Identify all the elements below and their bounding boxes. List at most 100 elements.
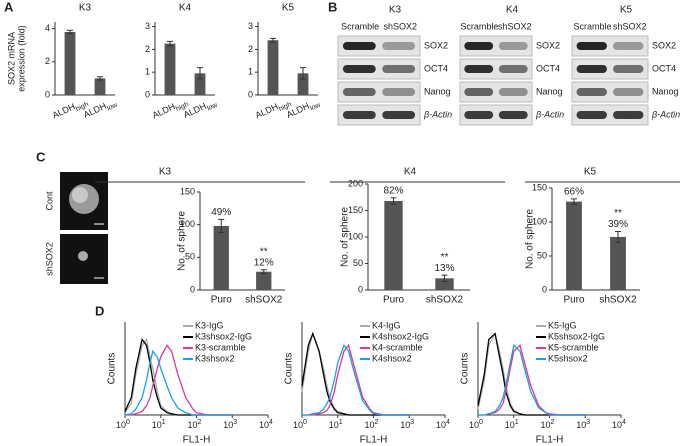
x-tick-label: 104 [436,419,450,431]
significance: ** [260,246,268,257]
x-axis-label: FL1-H [183,435,211,446]
error-bar [441,274,448,283]
blot-band [576,42,607,50]
y-tick-label: 150 [180,186,195,196]
blot-strip [337,35,421,57]
x-tick-label: 100 [116,419,130,431]
blot-band [576,111,607,119]
x-tick-label: 103 [223,419,237,431]
category-subscript: high [175,101,190,113]
category-subscript: high [278,101,293,113]
y-axis-label: SOX2 mRNA [6,32,16,85]
tick-base: 10 [152,420,162,430]
legend-label: K3shsox2-IgG [195,331,252,341]
x-tick-label: shSOX2 [245,295,283,306]
chart-title: K5 [584,167,597,178]
legend-label: K5-scramble [548,342,599,352]
blot-strip [459,35,533,57]
panel-label: D [95,303,104,318]
x-axis-label: FL1-H [360,435,388,446]
y-axis-label: expression (fold) [16,25,26,92]
y-tick-label: 150 [348,205,363,215]
blot-column: Scramble [574,21,612,31]
blot-row-label: Nanog [652,86,679,96]
tick-exponent: 0 [303,419,307,426]
error-bar [270,37,276,43]
percent-label: 49% [211,207,231,218]
error-bar [571,198,577,205]
x-tick-label: 104 [259,419,273,431]
x-tick-label: 101 [505,419,519,431]
x-tick-label: 102 [365,419,379,431]
x-tick-label: 104 [612,419,626,431]
tick-exponent: 2 [551,419,555,426]
blot-band [498,88,528,96]
blot-band [342,65,376,73]
histogram-line [302,343,410,416]
bar [94,78,106,95]
blot-band [342,111,376,119]
tick-exponent: 3 [586,419,590,426]
histogram-line [301,331,410,416]
blot-band [382,42,416,50]
blot-band [613,65,644,73]
error-bar [197,67,203,80]
y-tick-label: 2 [45,56,50,66]
bar [435,278,454,290]
y-axis-label: Counts [107,353,118,385]
y-tick-label: 0 [248,89,253,99]
blot-band [464,65,494,73]
y-tick-label: 200 [348,178,363,188]
x-tick-label: 101 [329,419,343,431]
x-tick-label: 102 [541,419,555,431]
blot-row-label: β-Actin [535,109,564,119]
y-tick-label: 0 [358,284,363,294]
blot-row-label: SOX2 [652,40,676,50]
y-tick-label: 1 [145,67,150,77]
y-tick-label: 3 [248,21,253,31]
histogram-line [125,344,233,416]
error-bar [167,40,173,47]
blot-band [464,88,494,96]
bar [164,43,176,95]
x-tick-label: shSOX2 [599,295,637,306]
x-tick-label: 103 [576,419,590,431]
error-bar [67,29,73,35]
x-tick-label: Puro [563,295,585,306]
panel-label: B [328,0,337,14]
y-axis-label: No. of sphere [525,209,536,269]
panel-label: A [4,0,14,14]
blot-strip [337,104,421,126]
x-tick-label: ALDHlow [285,96,322,122]
category-subscript: low [106,101,119,112]
x-tick-label: 101 [152,419,166,431]
chart-title: K5 [282,3,295,14]
x-tick-label: 103 [400,419,414,431]
tick-exponent: 1 [515,419,519,426]
tick-base: 10 [223,420,233,430]
blot-band [498,111,528,119]
y-axis-label: Counts [460,353,471,385]
bar [64,31,76,96]
error-bar [300,67,306,80]
tick-exponent: 3 [410,419,414,426]
blot-band [342,88,376,96]
y-tick-label: 100 [532,216,547,226]
blot-band [464,42,494,50]
blot-band [613,42,644,50]
chart-title: K4 [179,3,192,14]
blot-strip [337,81,421,103]
category-main: ALDH [151,102,177,121]
error-bar [97,76,103,81]
category-main: ALDH [51,102,77,121]
legend-label: K4shsox2 [372,353,412,363]
y-tick-label: 2 [248,44,253,54]
legend-label: K5shsox2-IgG [548,331,605,341]
bar [297,73,309,95]
category-subscript: high [75,101,90,113]
bar [610,236,626,290]
tick-exponent: 0 [126,419,130,426]
tick-base: 10 [329,420,339,430]
blot-column: shSOX2 [613,21,647,31]
bar [194,73,206,95]
